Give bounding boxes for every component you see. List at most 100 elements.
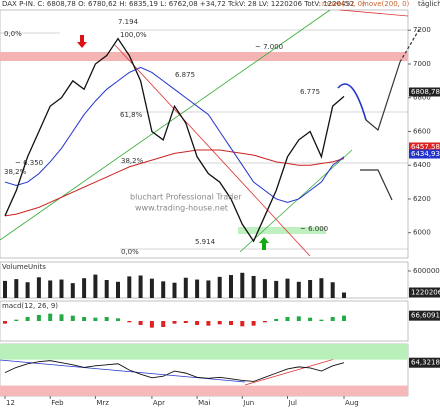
bar <box>3 321 7 324</box>
bar <box>161 321 166 327</box>
bar <box>82 317 87 321</box>
bar <box>229 321 233 325</box>
bar <box>240 321 245 327</box>
bar <box>342 292 346 298</box>
bar <box>161 281 166 298</box>
channel-line <box>0 9 331 241</box>
bar <box>262 321 267 323</box>
x-tick-label: Jul <box>288 399 298 407</box>
annotation: 7.194 <box>118 18 139 26</box>
header-title: DAX P-IN. C: 6808,78 O: 6780,62 H: 6835,… <box>2 0 354 8</box>
bar <box>262 279 267 298</box>
bar <box>229 275 233 298</box>
value-tag-label: 64,3218 <box>411 359 440 367</box>
bar <box>251 275 256 298</box>
annotation: 38,2% <box>121 157 144 165</box>
up-arrow <box>259 237 269 250</box>
bar <box>104 317 109 321</box>
price-tag <box>409 87 440 97</box>
macd-frame <box>0 300 409 342</box>
bar <box>274 280 279 298</box>
y-tick-label: 7000 <box>413 60 431 68</box>
bar <box>206 321 211 326</box>
x-tick-label: 12 <box>6 399 15 407</box>
projection <box>360 169 393 201</box>
y-tick-label: 6600 <box>413 127 431 135</box>
annotation: bluchart Professional Trader <box>130 193 242 202</box>
bar <box>296 281 301 298</box>
value-tag <box>409 287 440 298</box>
bar <box>274 319 279 321</box>
bar <box>172 282 177 298</box>
bar <box>149 321 154 328</box>
annotation: 100,0% <box>120 31 147 39</box>
bar <box>138 275 143 298</box>
bar <box>217 321 222 325</box>
y-tick-label: 6000000 <box>413 267 440 275</box>
line <box>4 149 345 217</box>
annotation: 6.875 <box>175 71 195 79</box>
bar <box>127 276 132 298</box>
bar <box>319 278 324 298</box>
bar <box>217 276 222 298</box>
bar <box>104 280 109 298</box>
annotation: 61,8% <box>120 111 143 119</box>
bar <box>93 274 98 298</box>
annotation: ~ 6.350 <box>15 159 43 167</box>
bar <box>240 272 245 298</box>
price-tag-label: 6808,78 <box>411 88 440 96</box>
volume-frame <box>0 261 409 299</box>
bar <box>330 282 335 298</box>
value-tag-label: 1220206 <box>411 289 440 297</box>
bar <box>319 319 324 321</box>
band <box>0 385 408 396</box>
bar <box>116 281 120 298</box>
line <box>4 37 345 243</box>
bar <box>308 280 313 298</box>
bar <box>183 277 188 298</box>
projection <box>365 61 401 132</box>
bar <box>116 318 120 321</box>
bar <box>195 321 200 325</box>
header: DAX P-IN. C: 6808,78 O: 6780,62 H: 6835,… <box>2 0 440 8</box>
x-tick-label: Apr <box>153 399 165 407</box>
bar <box>59 279 64 298</box>
annotation: 0,0% <box>121 248 139 256</box>
annotation: 0,0% <box>4 30 22 38</box>
value-tag-label: 66,6091 <box>411 312 440 320</box>
bar <box>206 280 211 298</box>
price-tag <box>409 142 440 152</box>
line <box>4 360 345 382</box>
value-tag <box>409 310 440 321</box>
bar <box>14 319 19 321</box>
panel-title: VolumeUnits <box>2 263 46 271</box>
bar <box>285 317 290 321</box>
bar <box>70 315 75 321</box>
channel-line <box>239 149 353 253</box>
annotation: www.trading-house.net <box>135 204 228 213</box>
bar <box>251 321 256 326</box>
bar <box>127 321 132 323</box>
resistance-zone <box>0 52 408 61</box>
line <box>4 66 345 203</box>
bar <box>36 277 41 298</box>
bar <box>3 280 7 298</box>
y-tick-label: 6000 <box>413 229 431 237</box>
bar <box>70 283 75 298</box>
price-tag-label: 6457,58 <box>411 143 440 151</box>
bar <box>285 278 290 298</box>
bar <box>36 315 41 321</box>
x-tick-label: Feb <box>51 399 64 407</box>
ma-label: move(200, 0) <box>362 0 410 8</box>
bar <box>138 321 143 325</box>
bar <box>25 282 30 298</box>
panel-title: macd(12, 26, 9) <box>2 302 58 310</box>
bar <box>48 313 53 321</box>
y-tick-label: 6400 <box>413 161 431 169</box>
price-tag <box>409 149 440 159</box>
bar <box>93 317 98 321</box>
x-tick-label: Mrz <box>96 399 109 407</box>
bar <box>296 316 301 321</box>
